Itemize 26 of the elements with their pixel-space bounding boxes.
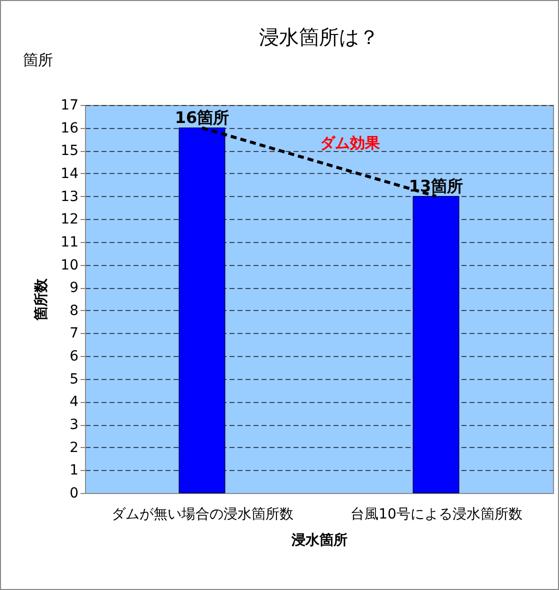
x-axis-title: 浸水箇所 (290, 532, 348, 548)
y-tick-label: 10 (60, 257, 78, 274)
y-tick-label: 6 (70, 348, 79, 365)
y-tick-label: 8 (70, 302, 78, 319)
y-tick-label: 11 (60, 234, 78, 250)
y-tick-label: 3 (70, 417, 78, 434)
y-tick-label: 5 (70, 371, 78, 388)
x-tick-label: ダムが無い場合の浸水箇所数 (112, 506, 294, 522)
data-label: 16箇所 (174, 108, 230, 127)
y-tick-label: 4 (70, 394, 79, 410)
y-tick-label: 13 (60, 188, 78, 205)
text: 箇所 (23, 51, 53, 70)
y-tick-label: 15 (60, 143, 78, 160)
y-tick-label: 9 (70, 280, 78, 296)
y-tick-label: 12 (60, 212, 78, 228)
y-tick-label: 1 (70, 462, 78, 479)
x-tick-label: 台風10号による浸水箇所数 (350, 506, 522, 522)
y-tick-label: 16 (60, 120, 79, 136)
y-axis-title: 箇所数 (34, 278, 50, 322)
annotation: ダム効果 (320, 134, 381, 152)
y-tick-label: 7 (70, 326, 78, 342)
y-tick-label: 0 (70, 486, 78, 502)
y-tick-label: 2 (70, 440, 78, 456)
y-tick-label: 17 (60, 98, 78, 114)
chart-title: 浸水箇所は？ (259, 25, 379, 49)
y-tick-label: 14 (60, 166, 79, 182)
